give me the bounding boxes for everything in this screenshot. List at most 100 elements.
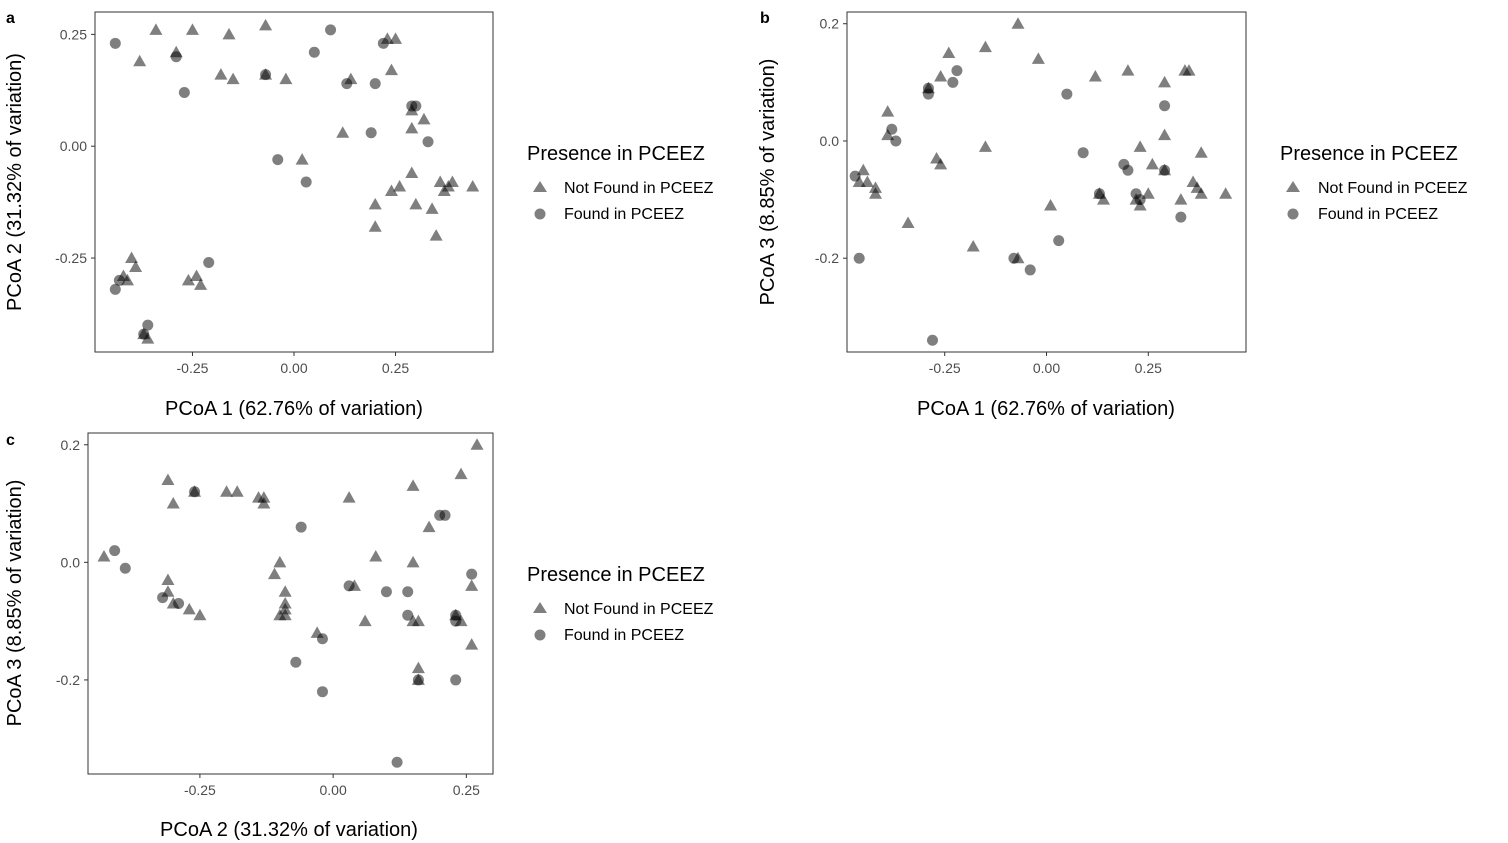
legend-label-not-found: Not Found in PCEEZ xyxy=(1318,180,1468,197)
point-not-found xyxy=(978,140,992,152)
point-not-found xyxy=(369,549,383,562)
point-found xyxy=(466,568,478,580)
point-not-found xyxy=(1097,193,1110,205)
point-found xyxy=(157,592,169,604)
point-not-found xyxy=(222,27,236,40)
point-found xyxy=(951,65,963,77)
point-found xyxy=(1175,211,1187,223)
point-not-found xyxy=(1044,198,1058,211)
x-tick-label: 0.00 xyxy=(320,782,347,798)
y-axis-label: PCoA 2 (31.32% of variation) xyxy=(4,53,26,311)
point-found xyxy=(1122,164,1134,176)
y-tick-label: -0.2 xyxy=(815,250,839,266)
legend-title: Presence in PCEEZ xyxy=(527,143,705,165)
point-found xyxy=(1061,88,1073,100)
point-found xyxy=(295,521,307,533)
y-tick-label: 0.00 xyxy=(60,138,87,154)
point-not-found xyxy=(881,105,895,117)
point-not-found xyxy=(257,497,271,509)
legend-label-found: Found in PCEEZ xyxy=(564,627,684,644)
panel-c: c -0.25 0.00 0.25 -0.2 0.0 0.2 PCoA 2 (31.32… xyxy=(4,432,494,841)
y-tick-label: 0.0 xyxy=(61,554,81,570)
point-found xyxy=(119,562,131,574)
x-axis-label: PCoA 1 (62.76% of variation) xyxy=(917,398,1175,420)
point-not-found xyxy=(465,579,479,591)
panel-label-c: c xyxy=(6,432,15,449)
point-not-found xyxy=(465,638,479,650)
point-not-found xyxy=(278,602,292,615)
x-axis-ticks: -0.25 0.00 0.25 xyxy=(184,774,480,798)
x-tick-label: -0.25 xyxy=(177,360,209,376)
point-found xyxy=(1053,235,1065,247)
y-tick-label: 0.25 xyxy=(60,26,87,42)
point-found xyxy=(402,586,414,598)
y-axis-ticks: -0.2 0.0 0.2 xyxy=(56,437,88,688)
point-not-found xyxy=(1011,17,1025,29)
point-not-found xyxy=(273,555,287,568)
point-not-found xyxy=(181,273,195,286)
point-found xyxy=(1024,264,1036,276)
point-found xyxy=(173,598,185,609)
point-not-found xyxy=(193,608,207,621)
legend-title: Presence in PCEEZ xyxy=(1280,143,1458,165)
point-not-found xyxy=(942,46,956,59)
point-not-found xyxy=(1121,64,1135,76)
point-found xyxy=(316,633,328,645)
point-found xyxy=(308,46,320,58)
point-not-found xyxy=(194,278,208,290)
point-found xyxy=(1093,188,1105,200)
point-not-found xyxy=(966,239,980,252)
point-found xyxy=(450,615,462,627)
point-not-found xyxy=(393,179,407,192)
point-found xyxy=(290,656,302,668)
point-not-found xyxy=(182,602,196,615)
point-found xyxy=(380,586,392,598)
point-not-found xyxy=(1141,187,1155,199)
point-found xyxy=(410,100,422,112)
point-found xyxy=(853,252,865,264)
point-not-found xyxy=(133,54,147,67)
point-not-found xyxy=(1194,187,1208,199)
point-not-found xyxy=(259,18,273,31)
point-found xyxy=(1077,147,1089,159)
y-tick-label: -0.25 xyxy=(55,250,87,266)
point-found xyxy=(422,136,434,148)
y-axis-label: PCoA 3 (8.85% of variation) xyxy=(757,59,779,306)
point-not-found xyxy=(1158,75,1172,88)
point-found xyxy=(391,756,403,768)
point-found xyxy=(109,545,121,557)
point-not-found xyxy=(869,187,882,199)
point-found xyxy=(343,580,355,592)
triangle-icon xyxy=(1286,181,1300,192)
point-found xyxy=(1008,252,1020,264)
legend-label-not-found: Not Found in PCEEZ xyxy=(564,180,714,197)
point-found xyxy=(113,274,125,286)
point-found xyxy=(1159,100,1171,112)
point-not-found xyxy=(384,63,398,76)
point-not-found xyxy=(852,175,866,187)
point-found xyxy=(412,674,424,686)
point-not-found xyxy=(336,126,350,138)
panel-label-a: a xyxy=(6,10,15,27)
x-tick-label: 0.00 xyxy=(1033,360,1060,376)
point-not-found xyxy=(279,72,293,85)
point-not-found xyxy=(358,614,372,627)
point-not-found xyxy=(230,485,244,497)
point-found xyxy=(922,88,934,100)
point-not-found xyxy=(278,597,292,609)
point-not-found xyxy=(220,485,234,497)
point-not-found xyxy=(1158,128,1172,141)
point-not-found xyxy=(273,608,287,621)
point-not-found xyxy=(190,269,204,281)
point-not-found xyxy=(405,166,419,179)
y-axis-ticks: -0.2 0.0 0.2 xyxy=(815,16,847,266)
point-not-found xyxy=(406,614,420,627)
point-not-found xyxy=(278,585,292,597)
panel-label-b: b xyxy=(760,10,770,27)
x-tick-label: -0.25 xyxy=(184,782,216,798)
point-not-found xyxy=(406,479,420,491)
point-not-found xyxy=(149,23,163,35)
point-not-found xyxy=(1088,69,1102,82)
point-not-found xyxy=(161,473,175,486)
legend-label-found: Found in PCEEZ xyxy=(564,206,684,223)
